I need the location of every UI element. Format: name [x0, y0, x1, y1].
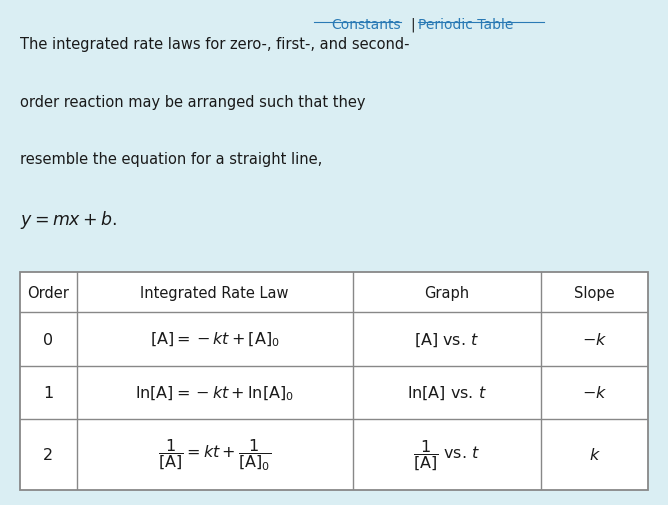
Text: $y = mx + b.$: $y = mx + b.$	[20, 208, 118, 230]
Text: order reaction may be arranged such that they: order reaction may be arranged such that…	[20, 94, 365, 110]
Text: The integrated rate laws for zero-, first-, and second-: The integrated rate laws for zero-, firs…	[20, 37, 409, 53]
Text: $k$: $k$	[589, 446, 601, 463]
Text: $\dfrac{1}{[\mathrm{A}]} = kt + \dfrac{1}{[\mathrm{A}]_0}$: $\dfrac{1}{[\mathrm{A}]} = kt + \dfrac{1…	[158, 437, 271, 472]
Text: Constants: Constants	[331, 18, 401, 32]
Text: Slope: Slope	[574, 285, 615, 300]
Text: $-k$: $-k$	[582, 385, 607, 400]
Text: Graph: Graph	[424, 285, 470, 300]
Text: $[\mathrm{A}] = -kt + [\mathrm{A}]_0$: $[\mathrm{A}] = -kt + [\mathrm{A}]_0$	[150, 330, 280, 348]
Text: Order: Order	[27, 285, 69, 300]
Text: $\dfrac{1}{[\mathrm{A}]}$ vs. $t$: $\dfrac{1}{[\mathrm{A}]}$ vs. $t$	[413, 437, 481, 472]
Text: |: |	[410, 18, 414, 32]
Text: resemble the equation for a straight line,: resemble the equation for a straight lin…	[20, 152, 322, 166]
Text: 2: 2	[43, 447, 53, 462]
Text: Periodic Table: Periodic Table	[418, 18, 513, 32]
Text: $\ln[\mathrm{A}]$ vs. $t$: $\ln[\mathrm{A}]$ vs. $t$	[407, 384, 487, 401]
FancyBboxPatch shape	[20, 273, 648, 490]
Text: $[\mathrm{A}]$ vs. $t$: $[\mathrm{A}]$ vs. $t$	[414, 331, 480, 348]
Text: Integrated Rate Law: Integrated Rate Law	[140, 285, 289, 300]
Text: 0: 0	[43, 332, 53, 347]
Text: $-k$: $-k$	[582, 331, 607, 347]
Text: $\ln[\mathrm{A}] = -kt + \ln[\mathrm{A}]_0$: $\ln[\mathrm{A}] = -kt + \ln[\mathrm{A}]…	[135, 383, 294, 402]
Text: 1: 1	[43, 385, 53, 400]
